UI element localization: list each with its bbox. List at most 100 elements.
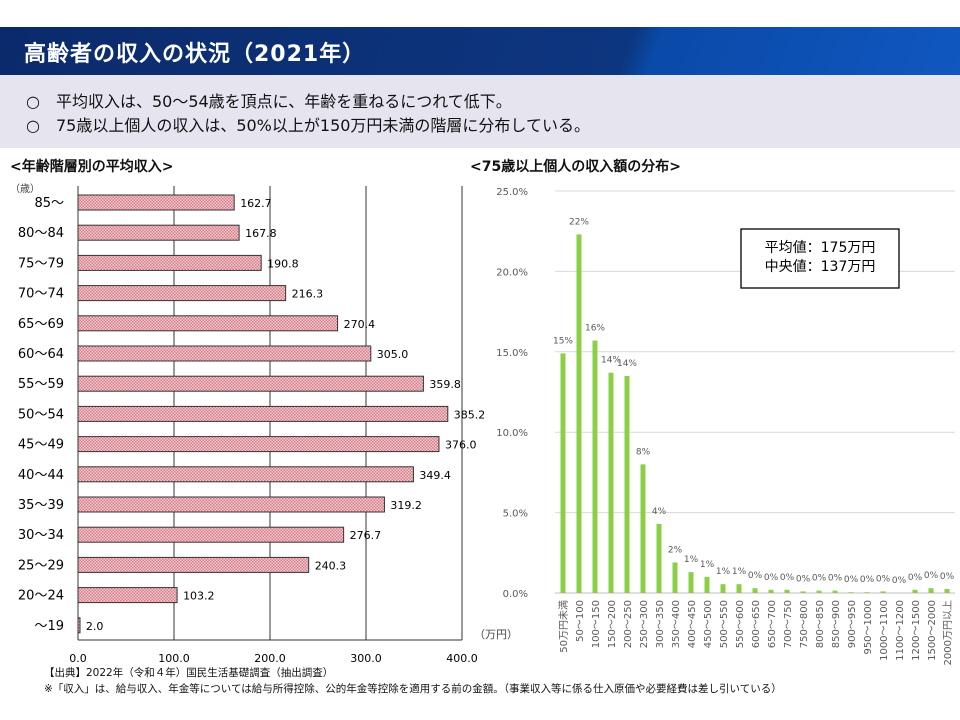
x-tick-label: 850～900 xyxy=(831,600,842,648)
data-label: 0% xyxy=(892,576,907,586)
data-label: 0% xyxy=(908,573,923,583)
bar xyxy=(736,584,742,593)
right-chart-title: <75歳以上個人の収入額の分布> xyxy=(470,159,681,175)
data-label: 14% xyxy=(617,359,637,369)
x-tick-label: 50万円未満 xyxy=(558,600,570,653)
data-label: 0% xyxy=(828,574,843,584)
bar xyxy=(77,315,339,332)
category-label: 80～84 xyxy=(18,226,64,241)
data-label: 0% xyxy=(860,575,875,585)
x-tick-label: 600～650 xyxy=(751,600,762,648)
data-label: 359.8 xyxy=(429,378,461,391)
data-label: 162.7 xyxy=(240,197,272,210)
category-label: 35～39 xyxy=(18,498,64,513)
x-tick-label: 100～150 xyxy=(591,600,602,648)
data-label: 15% xyxy=(553,336,573,346)
data-label: 0% xyxy=(748,571,763,581)
data-label: 276.7 xyxy=(350,529,382,542)
category-label: 30～34 xyxy=(18,528,64,543)
category-label: 20～24 xyxy=(18,589,64,604)
y-tick-label: 5.0% xyxy=(503,509,528,520)
title-banner: 高齢者の収入の状況（2021年） xyxy=(0,27,960,75)
bar xyxy=(944,588,950,593)
bar xyxy=(656,523,662,593)
bar xyxy=(77,405,449,422)
x-axis-unit: （万円） xyxy=(474,628,518,641)
data-label: 376.0 xyxy=(445,439,477,452)
y-tick-label: 10.0% xyxy=(496,428,528,439)
bar xyxy=(77,466,414,483)
y-tick-label: 20.0% xyxy=(496,267,528,278)
data-label: 216.3 xyxy=(292,288,324,301)
data-label: 0% xyxy=(924,571,939,581)
bar xyxy=(77,587,178,604)
x-tick-label: 200～250 xyxy=(623,600,634,648)
x-tick-label: 100.0 xyxy=(158,652,190,665)
summary-box: ○ 平均収入は、50～54歳を頂点に、年齢を重ねるにつれて低下。 ○ 75歳以上… xyxy=(0,75,960,148)
x-tick-label: 250～300 xyxy=(639,600,650,648)
x-tick-label: 300～350 xyxy=(655,600,666,648)
x-tick-label: 750～800 xyxy=(799,600,810,648)
bar xyxy=(640,464,646,593)
footnote: ※「収入」は、給与収入、年金等については給与所得控除、公的年金等控除を適用する前… xyxy=(44,683,782,695)
x-tick-label: 1500～2000 xyxy=(927,600,938,661)
bar xyxy=(848,592,854,593)
x-tick-label: 900～950 xyxy=(847,600,858,648)
category-label: 85～ xyxy=(34,196,64,211)
x-tick-label: 500～550 xyxy=(719,600,730,648)
bar xyxy=(816,590,822,593)
data-label: 190.8 xyxy=(267,257,299,270)
x-tick-label: 2000万円以上 xyxy=(942,600,954,665)
source-note: 【出典】2022年（令和４年）国民生活基礎調査（抽出調査） xyxy=(44,667,334,679)
x-tick-label: 150～200 xyxy=(607,600,618,648)
x-tick-label: 400.0 xyxy=(446,652,478,665)
bar xyxy=(77,436,440,453)
data-label: 14% xyxy=(601,356,621,366)
data-label: 319.2 xyxy=(390,499,422,512)
bar xyxy=(624,375,630,593)
bar xyxy=(720,584,726,593)
page-title: 高齢者の収入の状況（2021年） xyxy=(24,42,366,67)
bar xyxy=(576,234,582,593)
x-tick-label: 550～600 xyxy=(735,600,746,648)
y-tick-label: 0.0% xyxy=(503,589,528,600)
data-label: 385.2 xyxy=(454,408,486,421)
data-label: 305.0 xyxy=(377,348,409,361)
y-tick-label: 15.0% xyxy=(496,348,528,359)
data-label: 103.2 xyxy=(183,590,215,603)
category-label: 60～64 xyxy=(18,347,64,362)
bar xyxy=(832,590,838,593)
bar xyxy=(77,375,424,392)
data-label: 0% xyxy=(780,573,795,583)
data-label: 16% xyxy=(585,324,605,334)
category-label: 50～54 xyxy=(18,407,64,422)
bar xyxy=(592,340,598,593)
data-label: 2% xyxy=(668,545,683,555)
data-label: 0% xyxy=(940,572,955,582)
summary-line: ○ 平均収入は、50～54歳を頂点に、年齢を重ねるにつれて低下。 xyxy=(26,92,512,111)
bar xyxy=(77,345,372,362)
mean-label: 平均値：175万円 xyxy=(765,240,876,256)
bar xyxy=(704,576,710,593)
data-label: 0% xyxy=(844,575,859,585)
data-label: 0% xyxy=(764,573,779,583)
bar xyxy=(784,589,790,593)
x-tick-label: 400～450 xyxy=(687,600,698,648)
x-tick-label: 950～1000 xyxy=(863,600,874,655)
bar xyxy=(928,588,934,593)
x-tick-label: 50～100 xyxy=(575,600,586,642)
left-chart-title: <年齢階層別の平均収入> xyxy=(10,159,174,175)
data-label: 0% xyxy=(796,574,811,584)
bar xyxy=(77,556,310,573)
data-label: 0% xyxy=(812,574,827,584)
x-tick-label: 650～700 xyxy=(767,600,778,648)
bar xyxy=(768,589,774,593)
bar xyxy=(77,617,81,634)
x-tick-label: 1100～1200 xyxy=(895,600,906,661)
stats-box xyxy=(740,228,900,289)
x-tick-label: 800～850 xyxy=(815,600,826,648)
data-label: 167.8 xyxy=(245,227,277,240)
median-label: 中央値：137万円 xyxy=(765,259,876,275)
category-label: 45～49 xyxy=(18,438,64,453)
bar xyxy=(912,589,918,593)
